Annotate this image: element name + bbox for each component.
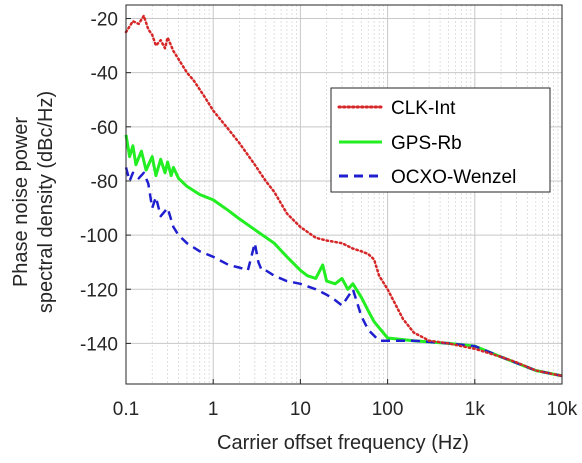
legend-label-clk-int: CLK-Int — [391, 98, 456, 119]
y-tick-label: -20 — [91, 10, 118, 31]
y-tick-label: -60 — [91, 118, 118, 139]
y-tick-label: -120 — [80, 280, 118, 301]
series-lines — [124, 14, 564, 378]
legend-box — [330, 87, 551, 193]
x-tick-label: 1k — [465, 399, 486, 420]
y-axis-label-line-1: Phase noise power — [10, 117, 32, 287]
legend-label-gps-rb: GPS-Rb — [391, 133, 462, 154]
tick-labels: 0.1 1 10 100 1k 10k -20 -40 -60 -80 -100 -120 -140 — [80, 10, 578, 420]
y-tick-label: -40 — [91, 64, 118, 85]
x-tick-label: 100 — [372, 399, 404, 420]
x-axis-label: Carrier offset frequency (Hz) — [217, 432, 469, 454]
grid — [125, 5, 562, 384]
x-tick-label: 10 — [290, 399, 311, 420]
series-line-gps-rb — [124, 134, 563, 378]
legend-label-ocxo-wenzel: OCXO-Wenzel — [391, 167, 516, 188]
x-tick-label: 1 — [208, 399, 219, 420]
x-tick-label: 10k — [547, 399, 578, 420]
plot-area-frame — [125, 4, 563, 385]
y-tick-label: -140 — [80, 334, 118, 355]
y-tick-label: -80 — [91, 172, 118, 193]
series-line-clk-int — [124, 14, 564, 378]
series-line-ocxo-wenzel — [124, 167, 563, 378]
y-axis-label-line-2: spectral density (dBc/Hz) — [35, 91, 57, 313]
x-tick-label: 0.1 — [113, 399, 139, 420]
y-tick-label: -100 — [80, 226, 118, 247]
legend: CLK-Int GPS-Rb OCXO-Wenzel — [330, 87, 551, 193]
